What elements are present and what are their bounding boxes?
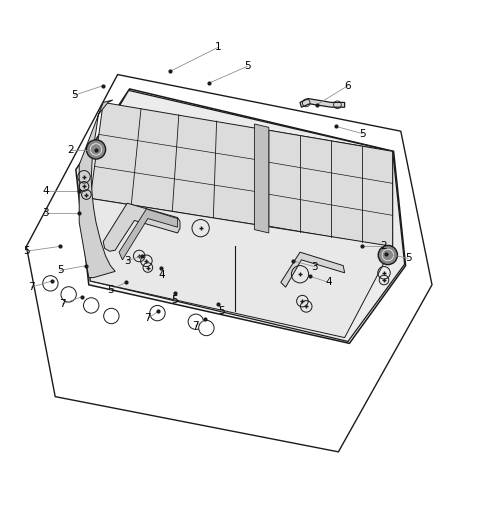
Text: 4: 4 <box>42 186 49 196</box>
Text: 5: 5 <box>244 61 251 71</box>
Circle shape <box>86 140 106 159</box>
Text: 2: 2 <box>381 241 387 251</box>
Text: 3: 3 <box>311 262 318 271</box>
Circle shape <box>199 321 214 336</box>
Text: 4: 4 <box>325 278 332 287</box>
Text: 5: 5 <box>218 306 225 316</box>
Polygon shape <box>79 100 115 278</box>
Text: 7: 7 <box>192 321 199 331</box>
Text: 2: 2 <box>68 145 74 156</box>
Circle shape <box>378 245 397 265</box>
Polygon shape <box>254 124 269 233</box>
Text: 5: 5 <box>171 295 178 305</box>
Text: 5: 5 <box>359 129 366 139</box>
Text: 7: 7 <box>144 313 151 324</box>
Polygon shape <box>76 89 406 344</box>
Polygon shape <box>90 102 393 246</box>
Text: 7: 7 <box>59 299 66 309</box>
Text: 3: 3 <box>124 256 131 266</box>
Text: 5: 5 <box>71 90 78 100</box>
Circle shape <box>104 308 119 324</box>
Text: 6: 6 <box>345 80 351 91</box>
Circle shape <box>150 306 165 321</box>
Circle shape <box>84 298 99 313</box>
Text: 5: 5 <box>405 253 411 263</box>
Text: 4: 4 <box>159 270 166 280</box>
Circle shape <box>61 287 76 302</box>
Polygon shape <box>84 91 405 342</box>
Polygon shape <box>26 75 432 452</box>
Text: 1: 1 <box>215 42 222 52</box>
Text: 5: 5 <box>23 246 30 256</box>
Text: 5: 5 <box>107 285 114 294</box>
Polygon shape <box>119 209 178 260</box>
Text: 3: 3 <box>42 208 49 218</box>
Polygon shape <box>300 98 345 107</box>
Polygon shape <box>281 252 345 287</box>
Polygon shape <box>90 198 393 337</box>
Text: 7: 7 <box>28 282 35 292</box>
Polygon shape <box>103 203 180 251</box>
Circle shape <box>43 275 58 291</box>
Text: 5: 5 <box>57 265 63 275</box>
Polygon shape <box>269 130 393 247</box>
Circle shape <box>188 314 204 329</box>
